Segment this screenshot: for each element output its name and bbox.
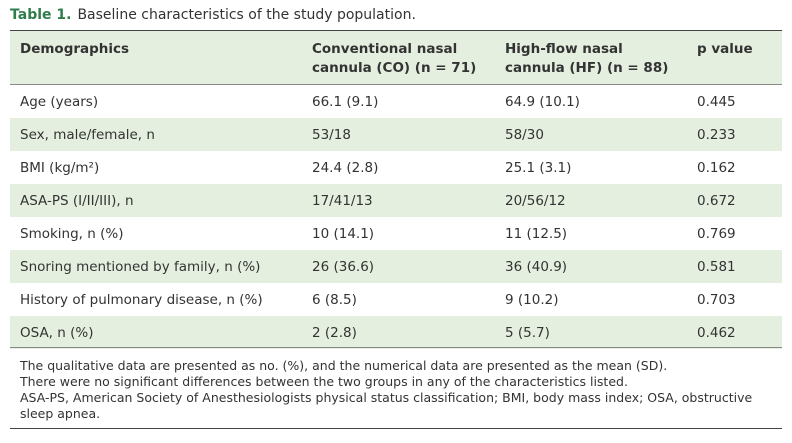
header-cell: High-flow nasal cannula (HF) (n = 88)	[495, 30, 687, 85]
table-row: ASA-PS (I/II/III), n 17/41/13 20/56/12 0.67…	[10, 184, 782, 217]
caption-label: Table 1.	[10, 7, 72, 23]
footnote: The qualitative data are presented as no…	[20, 358, 668, 373]
table-cell: BMI (kg/m²)	[20, 159, 100, 176]
footnotes: The qualitative data are presented as no…	[10, 347, 782, 429]
table-cell: ASA-PS (I/II/III), n	[10, 184, 302, 217]
table-cell: Smoking, n (%)	[20, 225, 124, 242]
header-cell: Demographics	[10, 30, 302, 85]
table-cell: 26 (36.6)	[302, 250, 495, 283]
table-cell: Age (years)	[20, 93, 99, 110]
table-cell: 5 (5.7)	[495, 316, 687, 349]
table-cell: 0.703	[697, 291, 736, 308]
table-cell: 0.233	[687, 118, 782, 151]
table-cell: 25.1 (3.1)	[505, 159, 572, 176]
table-cell: 0.581	[687, 250, 782, 283]
table-cell: 10 (14.1)	[312, 225, 375, 242]
header-row: Demographics Conventional nasal cannula (…	[10, 30, 782, 85]
header-cell: Conventional nasal cannula (CO) (n = 71)	[302, 30, 495, 85]
table-cell: Snoring mentioned by family, n (%)	[10, 250, 302, 283]
table: Demographics Conventional nasal cannula (…	[10, 30, 782, 349]
table-cell: 58/30	[495, 118, 687, 151]
table-cell: 53/18	[302, 118, 495, 151]
footnote: There were no significant differences be…	[20, 374, 628, 389]
table-row: Sex, male/female, n 53/18 58/30 0.233	[10, 118, 782, 151]
table-row: History of pulmonary disease, n (%) 6 (8.…	[10, 283, 782, 316]
header-cell: p value	[687, 30, 782, 85]
table-cell: 17/41/13	[302, 184, 495, 217]
table-cell: 36 (40.9)	[495, 250, 687, 283]
table-row: Age (years) 66.1 (9.1) 64.9 (10.1) 0.445	[10, 85, 782, 119]
table-row: BMI (kg/m²) 24.4 (2.8) 25.1 (3.1) 0.162	[10, 151, 782, 184]
table-cell: 66.1 (9.1)	[312, 93, 379, 110]
table-cell: 0.672	[687, 184, 782, 217]
table-cell: 0.445	[697, 93, 736, 110]
table-cell: 20/56/12	[495, 184, 687, 217]
table-cell: 0.462	[687, 316, 782, 349]
table-cell: Sex, male/female, n	[10, 118, 302, 151]
table-cell: 6 (8.5)	[312, 291, 357, 308]
table-cell: 0.162	[697, 159, 736, 176]
caption-text: Baseline characteristics of the study po…	[77, 7, 416, 23]
table-row: OSA, n (%) 2 (2.8) 5 (5.7) 0.462	[10, 316, 782, 349]
table-cell: 24.4 (2.8)	[312, 159, 379, 176]
table-cell: 11 (12.5)	[505, 225, 568, 242]
footnote: ASA-PS, American Society of Anesthesiolo…	[20, 390, 753, 421]
table-cell: OSA, n (%)	[10, 316, 302, 349]
table-cell: 9 (10.2)	[505, 291, 559, 308]
table-row: Smoking, n (%) 10 (14.1) 11 (12.5) 0.769	[10, 217, 782, 250]
table-cell: 0.769	[697, 225, 736, 242]
table-cell: History of pulmonary disease, n (%)	[20, 291, 263, 308]
table-caption: Table 1. Baseline characteristics of the …	[10, 7, 416, 23]
table-cell: 64.9 (10.1)	[505, 93, 580, 110]
table-row: Snoring mentioned by family, n (%) 26 (36…	[10, 250, 782, 283]
table-cell: 2 (2.8)	[302, 316, 495, 349]
